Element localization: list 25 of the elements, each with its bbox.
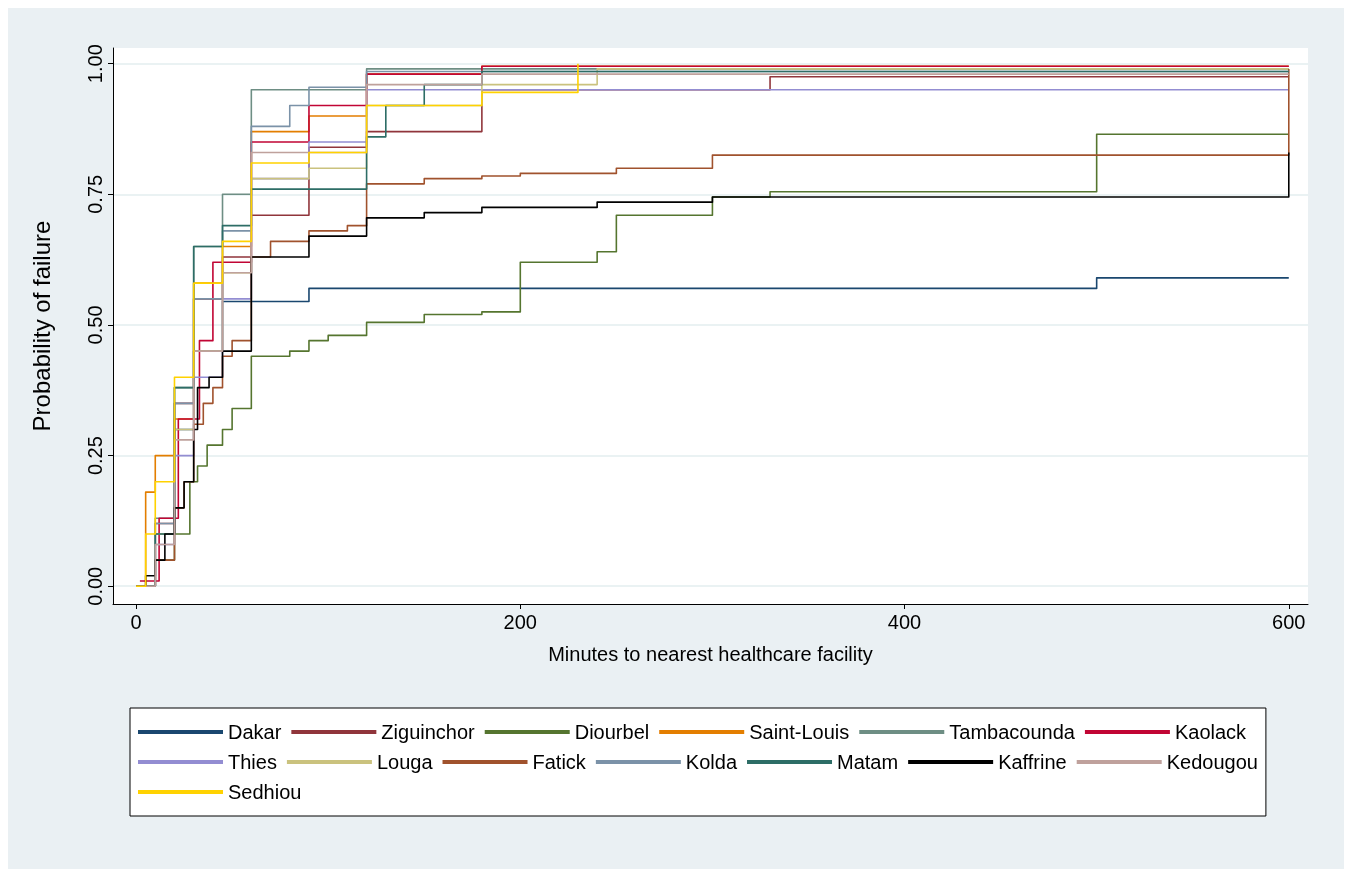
x-axis-title: Minutes to nearest healthcare facility [548, 643, 873, 665]
legend-label: Kaolack [1174, 721, 1248, 743]
legend-label: Ziguinchor [381, 721, 476, 743]
legend-label: Fatick [532, 751, 587, 773]
legend-label: Diourbel [574, 721, 650, 743]
y-tick-label: 0.50 [84, 305, 106, 345]
legend-label: Dakar [228, 721, 282, 743]
legend-label: Tambacounda [949, 721, 1076, 743]
legend-label: Sedhiou [228, 781, 302, 803]
legend-label: Matam [837, 751, 899, 773]
y-tick-label: 1.00 [84, 44, 106, 84]
x-tick-label: 400 [887, 611, 922, 633]
y-tick-label: 0.75 [84, 174, 106, 214]
legend-label: Saint-Louis [749, 721, 850, 743]
legend-label: Thies [228, 751, 277, 773]
x-tick-label: 200 [503, 611, 537, 633]
legend-label: Kolda [685, 751, 738, 773]
legend-label: Kaffrine [998, 751, 1067, 773]
legend-label: Louga [376, 751, 434, 773]
legend-label: Kedougou [1166, 751, 1258, 773]
x-tick-label: 600 [1272, 611, 1306, 633]
y-tick-label: 0.25 [84, 436, 106, 476]
y-tick-label: 0.00 [84, 566, 106, 606]
x-tick-label: 0 [130, 611, 142, 633]
y-axis-title: Probability of failure [27, 220, 55, 432]
